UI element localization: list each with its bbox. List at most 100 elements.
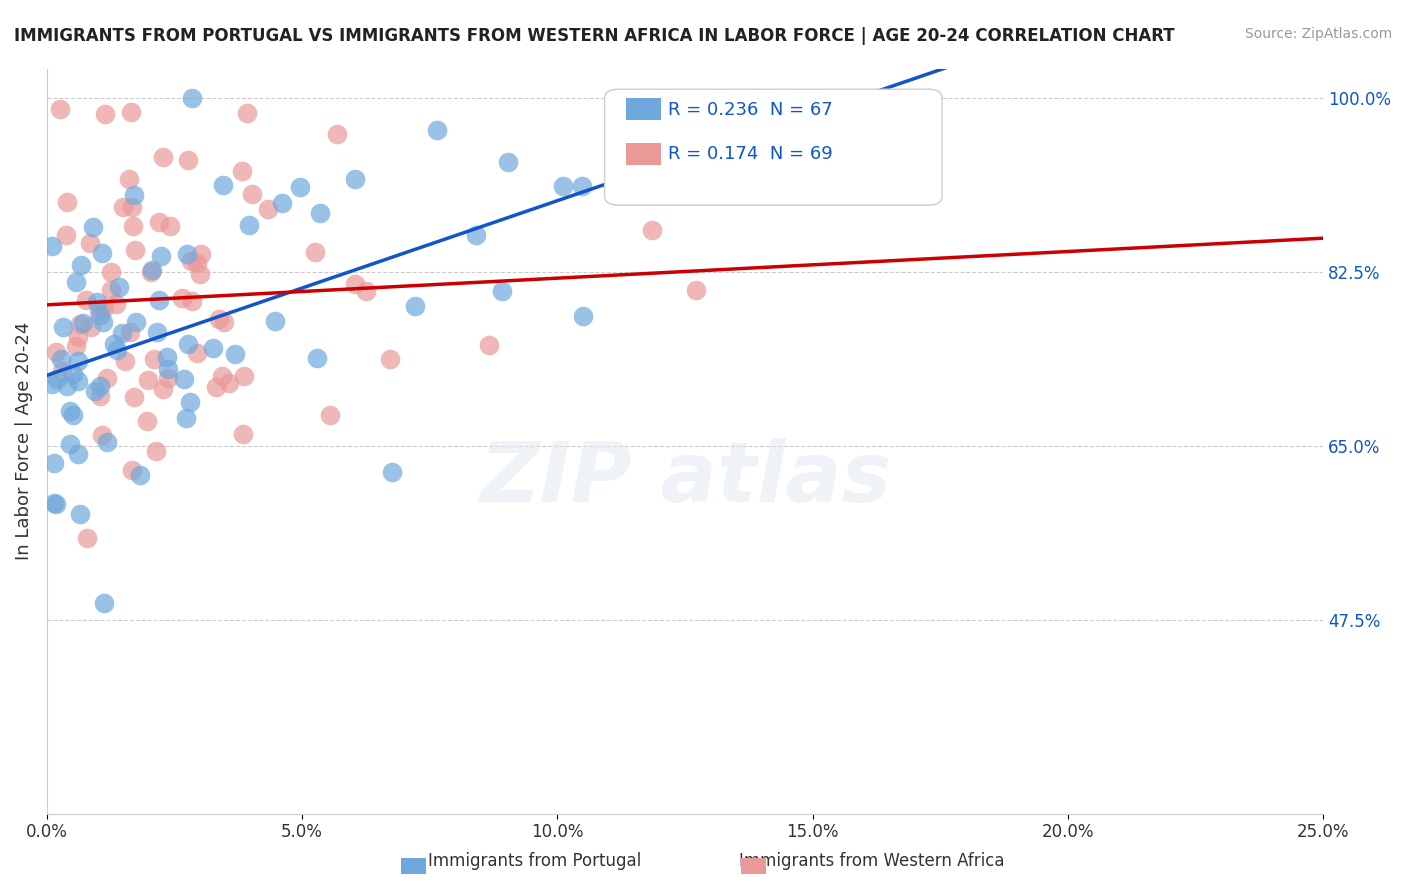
Point [136,414,159,428]
Point [159,219,181,233]
Point [208,312,231,326]
Point [211,369,233,384]
Point [42,456,65,470]
Point [146,325,169,339]
Point [142,352,165,367]
Point [205,380,228,394]
Point [465,227,488,242]
Point [176,246,198,260]
Point [96,371,118,385]
Point [122,219,145,234]
Point [148,293,170,307]
Point [67,374,90,388]
Point [224,347,246,361]
Point [49,352,72,367]
Point [105,343,128,357]
Point [112,200,135,214]
Y-axis label: In Labor Force | Age 20-24: In Labor Force | Age 20-24 [15,322,32,560]
Point [478,337,501,351]
Point [288,180,311,194]
Point [236,106,259,120]
Point [238,218,260,232]
Point [111,326,134,340]
Text: IMMIGRANTS FROM PORTUGAL VS IMMIGRANTS FROM WESTERN AFRICA IN LABOR FORCE | AGE : IMMIGRANTS FROM PORTUGAL VS IMMIGRANTS F… [14,27,1174,45]
Point [91,428,114,442]
Point [179,395,201,409]
Point [264,314,287,328]
Point [100,265,122,279]
Point [141,263,163,277]
Point [100,283,122,297]
Point [66,353,89,368]
Point [271,195,294,210]
Point [62,408,84,422]
Point [79,236,101,251]
Text: Immigrants from Portugal: Immigrants from Portugal [427,852,641,870]
Point [145,444,167,458]
Point [176,336,198,351]
Point [56,379,79,393]
Point [685,283,707,297]
Point [59,437,82,451]
Point [55,194,77,209]
Point [156,350,179,364]
Point [91,315,114,329]
Point [176,410,198,425]
Point [572,310,595,324]
Point [188,267,211,281]
Point [45,497,67,511]
Point [173,372,195,386]
Point [381,465,404,479]
Point [256,202,278,216]
Point [51,364,73,378]
Point [177,153,200,167]
Point [118,325,141,339]
Point [91,246,114,260]
Point [76,531,98,545]
Point [121,200,143,214]
Point [107,280,129,294]
Point [319,408,342,422]
Point [218,376,240,390]
Point [103,337,125,351]
Point [307,351,329,366]
Point [65,338,87,352]
Point [231,164,253,178]
Point [156,371,179,385]
Point [121,463,143,477]
Point [122,188,145,202]
Point [49,103,72,117]
Point [491,284,513,298]
Point [80,319,103,334]
Point [62,368,84,382]
Point [41,238,63,252]
Point [186,345,208,359]
Point [65,275,87,289]
Point [404,299,426,313]
Point [72,316,94,330]
Point [94,107,117,121]
Point [124,243,146,257]
Point [212,314,235,328]
Point [120,105,142,120]
Point [180,91,202,105]
Point [202,341,225,355]
Point [344,277,367,291]
Point [45,345,67,359]
Point [186,256,208,270]
Point [70,258,93,272]
Text: ZIP atlas: ZIP atlas [479,438,891,519]
Point [378,351,401,366]
Point [180,253,202,268]
Point [46,372,69,386]
Point [343,172,366,186]
Point [69,507,91,521]
Point [89,379,111,393]
Point [96,434,118,449]
Point [181,293,204,308]
Point [66,446,89,460]
Point [89,308,111,322]
Point [551,179,574,194]
Point [86,295,108,310]
Point [89,389,111,403]
